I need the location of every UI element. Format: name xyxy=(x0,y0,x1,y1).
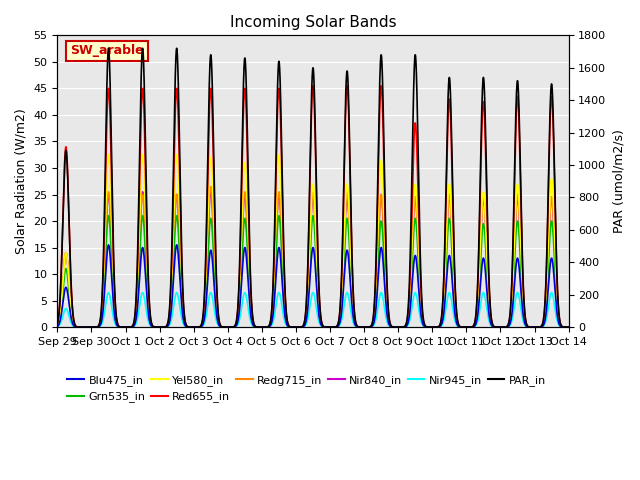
Line: Red655_in: Red655_in xyxy=(58,86,568,327)
Blu475_in xyxy=(456,324,464,330)
Blu475_in xyxy=(163,324,171,330)
Grn535_in xyxy=(245,279,253,285)
Nir945_in xyxy=(163,324,171,330)
Blu475_in xyxy=(245,291,253,297)
Line: Redg715_in: Redg715_in xyxy=(58,187,568,327)
Line: Grn535_in: Grn535_in xyxy=(58,216,568,327)
Nir840_in xyxy=(54,323,61,328)
Grn535_in xyxy=(157,324,165,330)
Nir945_in xyxy=(383,320,391,325)
Redg715_in xyxy=(383,307,391,312)
Nir840_in xyxy=(383,307,391,312)
Blu475_in xyxy=(564,324,572,330)
Nir945_in xyxy=(564,324,572,330)
Nir840_in xyxy=(564,324,572,330)
Yel580_in xyxy=(157,324,165,330)
Redg715_in xyxy=(83,324,91,330)
Nir945_in xyxy=(54,324,61,330)
Legend: Blu475_in, Grn535_in, Yel580_in, Red655_in, Redg715_in, Nir840_in, Nir945_in, PA: Blu475_in, Grn535_in, Yel580_in, Red655_… xyxy=(63,371,550,407)
Grn535_in xyxy=(105,213,113,218)
Grn535_in xyxy=(456,324,464,330)
Nir945_in xyxy=(83,324,91,330)
Grn535_in xyxy=(54,323,61,329)
Nir945_in xyxy=(563,324,571,330)
Red655_in xyxy=(54,321,61,326)
Nir945_in xyxy=(548,290,556,296)
PAR_in xyxy=(383,288,391,294)
Nir840_in xyxy=(563,324,571,330)
Nir840_in xyxy=(139,189,147,195)
Yel580_in xyxy=(54,323,61,328)
Y-axis label: Solar Radiation (W/m2): Solar Radiation (W/m2) xyxy=(15,108,28,254)
Blu475_in xyxy=(157,324,165,330)
PAR_in xyxy=(564,324,572,330)
Nir945_in xyxy=(456,324,464,330)
PAR_in xyxy=(245,212,253,217)
PAR_in xyxy=(105,46,113,51)
Line: Blu475_in: Blu475_in xyxy=(58,245,568,327)
Redg715_in xyxy=(163,324,171,329)
Nir840_in xyxy=(157,324,165,330)
Nir840_in xyxy=(163,324,171,329)
Line: Nir945_in: Nir945_in xyxy=(58,293,568,327)
Yel580_in xyxy=(456,324,464,330)
Redg715_in xyxy=(563,324,571,330)
Nir840_in xyxy=(83,324,91,330)
Yel580_in xyxy=(245,255,253,261)
Nir840_in xyxy=(456,324,464,330)
Grn535_in xyxy=(564,324,572,330)
Red655_in xyxy=(563,324,571,330)
Line: Nir840_in: Nir840_in xyxy=(58,192,568,327)
Redg715_in xyxy=(456,324,464,330)
Redg715_in xyxy=(54,323,61,328)
Nir945_in xyxy=(157,324,165,330)
Yel580_in xyxy=(83,324,91,330)
Blu475_in xyxy=(383,314,391,320)
Title: Incoming Solar Bands: Incoming Solar Bands xyxy=(230,15,396,30)
PAR_in xyxy=(157,324,165,330)
Nir945_in xyxy=(245,310,253,315)
Red655_in xyxy=(378,83,385,89)
PAR_in xyxy=(54,321,61,326)
Blu475_in xyxy=(83,324,91,330)
Redg715_in xyxy=(564,324,572,330)
PAR_in xyxy=(83,324,91,330)
Yel580_in xyxy=(383,302,391,308)
Red655_in xyxy=(383,292,391,298)
PAR_in xyxy=(456,324,464,329)
Yel580_in xyxy=(563,324,571,330)
PAR_in xyxy=(563,324,571,330)
Redg715_in xyxy=(157,324,165,330)
Yel580_in xyxy=(105,152,113,157)
Red655_in xyxy=(83,324,91,330)
Grn535_in xyxy=(563,324,571,330)
Line: PAR_in: PAR_in xyxy=(58,48,568,327)
PAR_in xyxy=(163,323,171,328)
Line: Yel580_in: Yel580_in xyxy=(58,155,568,327)
Blu475_in xyxy=(105,242,113,248)
Blu475_in xyxy=(563,324,571,330)
Nir840_in xyxy=(245,269,253,275)
Y-axis label: PAR (umol/m2/s): PAR (umol/m2/s) xyxy=(612,129,625,233)
Grn535_in xyxy=(83,324,91,330)
Text: SW_arable: SW_arable xyxy=(70,44,144,57)
Redg715_in xyxy=(207,184,214,190)
Redg715_in xyxy=(245,268,253,274)
Grn535_in xyxy=(163,324,171,329)
Blu475_in xyxy=(54,324,61,329)
Red655_in xyxy=(157,324,165,330)
Yel580_in xyxy=(564,324,572,330)
Grn535_in xyxy=(383,310,391,316)
Yel580_in xyxy=(163,323,171,329)
Red655_in xyxy=(245,221,253,227)
Red655_in xyxy=(564,324,572,330)
Red655_in xyxy=(456,324,464,329)
Red655_in xyxy=(163,323,171,329)
